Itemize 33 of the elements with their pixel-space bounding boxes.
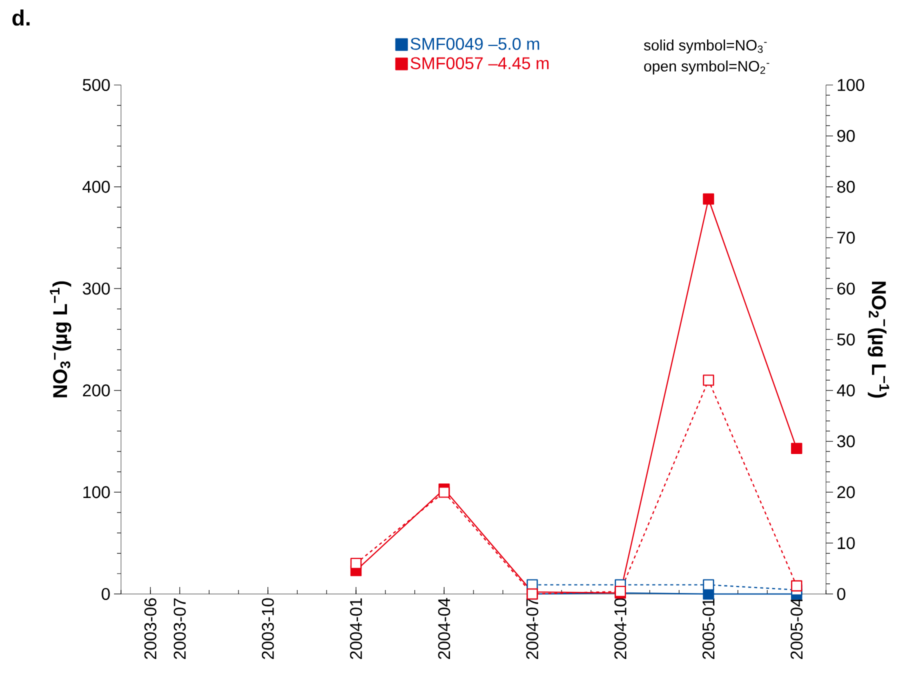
x-tick-label: 2004-10 [614,598,626,660]
y2-tick-label: 10 [838,537,855,550]
legend-label: SMF0049 –5.0 m [410,38,540,50]
y-tick-label: 0 [102,588,110,600]
text: solid symbol=NO$_{3}$- [644,40,767,54]
y2-tick-label: 100 [838,78,864,92]
y-tick-label: 200 [82,384,110,396]
x-tick-label: 2003-07 [174,598,186,660]
y2-axis-title: NO$_{2}$$^{−}$(µg L$^{−1}$) [868,282,890,398]
x-tick-label: 2003-06 [144,598,156,660]
x-tick-label: 2004-01 [350,598,362,660]
y-tick-label: 100 [83,486,110,498]
y2-tick-label: 20 [837,486,855,498]
y2-tick-label: 30 [837,435,855,448]
y2-tick-label: 60 [837,282,855,295]
y-tick-label: 400 [82,180,110,193]
y2-tick-label: 70 [837,232,855,244]
text: open symbol=NO$_{2}$- [644,60,770,74]
y-tick-label: 500 [82,78,110,92]
x-tick-label: 2004-04 [438,598,450,660]
x-tick-label: 2003-10 [262,598,274,660]
y-tick-label: 300 [82,282,110,295]
y2-tick-label: 50 [837,333,855,346]
y2-tick-label: 90 [837,130,855,142]
y2-tick-label: 40 [836,384,855,396]
x-tick-label: 2005-04 [790,598,803,660]
x-tick-label: 2005-01 [702,598,715,660]
legend-label: SMF0057 –4.45 m [410,57,549,70]
x-tick-label: 2004-07 [526,598,538,660]
y2-tick-label: 80 [837,180,855,193]
y2-tick-label: 0 [837,588,846,600]
y-axis-title: NO$_{3}$$^{−}$(µg L$^{−1}$) [50,281,72,398]
chart-title: d. [12,10,30,26]
